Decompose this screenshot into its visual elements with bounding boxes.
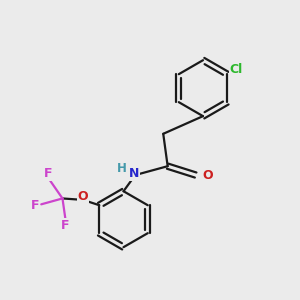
Text: F: F	[61, 219, 70, 232]
Text: H: H	[117, 162, 127, 175]
Text: Cl: Cl	[230, 63, 243, 76]
Text: O: O	[202, 169, 213, 182]
Text: O: O	[78, 190, 88, 203]
Text: F: F	[44, 167, 52, 181]
Text: F: F	[31, 199, 40, 212]
Text: N: N	[129, 167, 139, 180]
